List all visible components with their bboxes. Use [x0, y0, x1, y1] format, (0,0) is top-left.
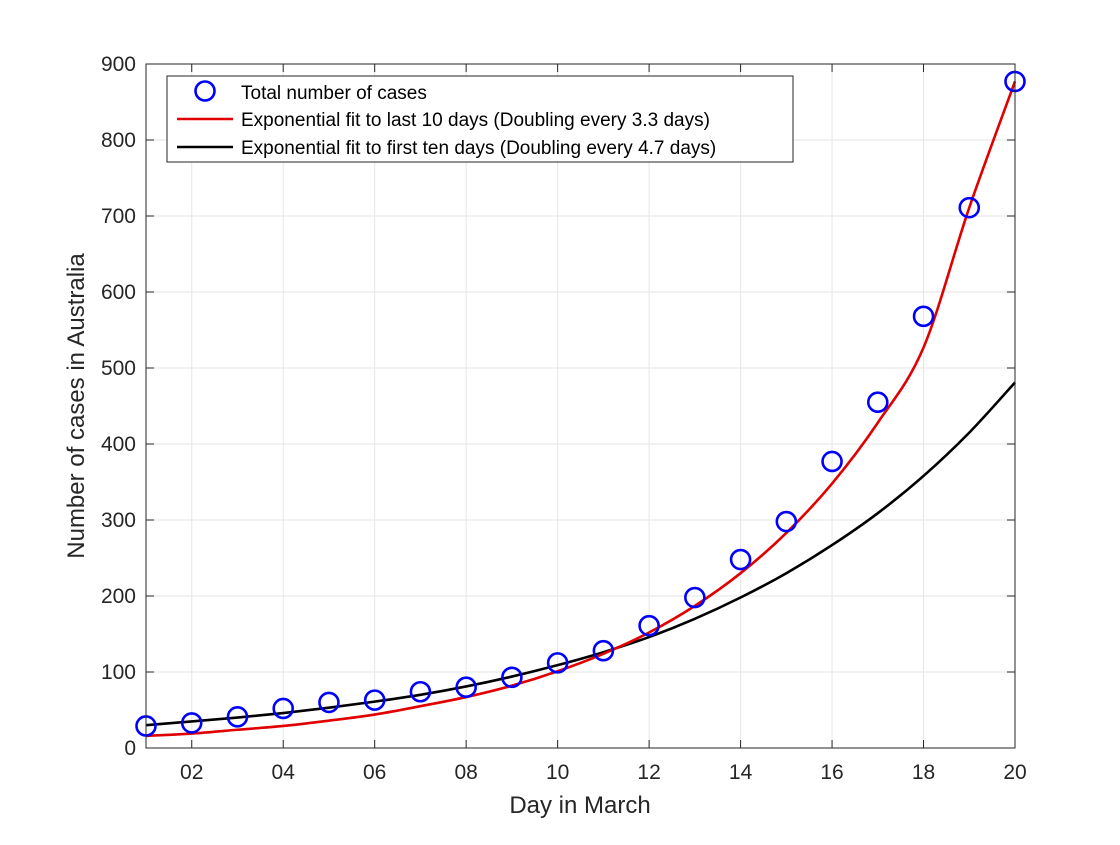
- plot-area-frame: [145, 63, 1016, 749]
- x-tick-label: 02: [180, 761, 203, 784]
- x-tick-label: 16: [820, 761, 843, 784]
- data-point-marker: [638, 614, 660, 637]
- x-tick-label: 06: [363, 761, 386, 784]
- x-tick-label: 08: [454, 761, 477, 784]
- data-point-marker: [775, 510, 798, 533]
- data-point-marker: [455, 676, 477, 699]
- y-tick-label: 900: [101, 53, 136, 76]
- x-tick-label: 12: [637, 761, 660, 784]
- legend-marker-total-cases: [194, 80, 216, 102]
- series-line-2: [145, 381, 1016, 727]
- data-point-marker: [546, 652, 569, 674]
- y-tick-label: 600: [101, 281, 136, 304]
- x-axis-label: Day in March: [509, 792, 650, 819]
- y-axis-label: Number of cases in Australia: [63, 253, 90, 559]
- legend: Total number of cases Exponential fit to…: [166, 75, 794, 163]
- y-tick-label: 700: [101, 205, 136, 228]
- data-point-marker: [684, 586, 706, 609]
- legend-label-total-cases: Total number of cases: [241, 83, 427, 104]
- data-point-marker: [729, 548, 752, 571]
- data-point-marker: [318, 691, 340, 714]
- data-point-marker: [226, 706, 249, 728]
- data-point-marker: [363, 689, 386, 711]
- y-tick-label: 0: [124, 737, 136, 760]
- y-tick-label: 500: [101, 357, 136, 380]
- data-point-marker: [821, 450, 843, 473]
- plot-area-background: [146, 64, 1015, 748]
- data-point-marker: [409, 680, 432, 703]
- legend-label-last-10-days: Exponential fit to last 10 days (Doublin…: [241, 110, 710, 131]
- legend-box: [166, 75, 794, 163]
- data-point-marker: [958, 196, 981, 219]
- data-point-marker: [272, 697, 295, 720]
- y-tick-label: 100: [101, 661, 136, 684]
- y-tick-label: 200: [101, 585, 136, 608]
- y-tick-label: 400: [101, 433, 136, 456]
- x-tick-label: 04: [272, 761, 296, 784]
- x-tick-label: 14: [729, 761, 753, 784]
- data-point-marker: [501, 666, 523, 689]
- y-tick-label: 800: [101, 129, 136, 152]
- data-point-marker: [866, 391, 889, 414]
- data-point-marker: [592, 639, 615, 662]
- series-line-1: [145, 81, 1017, 738]
- y-tick-label: 300: [101, 509, 136, 532]
- data-point-marker: [180, 712, 203, 734]
- x-tick-label: 10: [546, 761, 569, 784]
- axis-ticks: 02 04 06 08 10 12 14 16 18 2001002003004005006007…: [101, 53, 1027, 784]
- data-point-marker: [912, 305, 935, 328]
- x-tick-label: 18: [912, 761, 935, 784]
- legend-label-first-ten-days: Exponential fit to first ten days (Doubl…: [241, 138, 716, 159]
- x-tick-label: 20: [1003, 761, 1026, 784]
